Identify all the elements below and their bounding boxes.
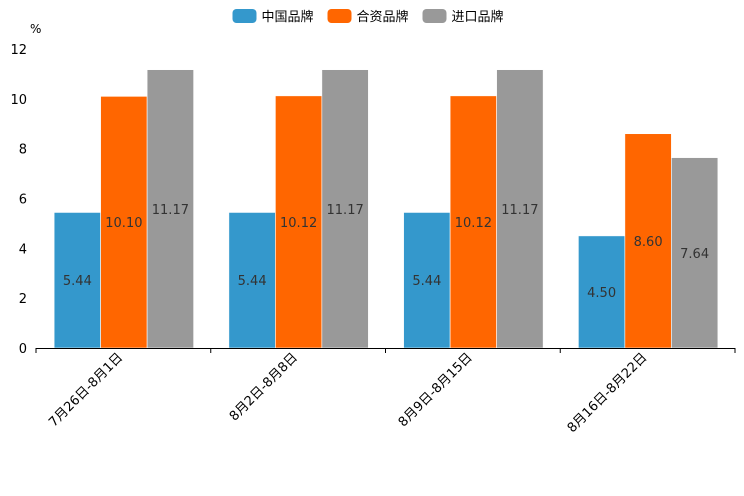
data-label: 5.44 bbox=[412, 274, 441, 289]
y-tick-label: 2 bbox=[19, 292, 27, 307]
data-label: 5.44 bbox=[238, 274, 267, 289]
data-label: 10.12 bbox=[455, 216, 492, 231]
data-label: 4.50 bbox=[587, 286, 616, 301]
data-label: 11.17 bbox=[152, 203, 189, 218]
bar-3-4 bbox=[671, 157, 719, 349]
legend: 中国品牌 合资品牌 进口品牌 bbox=[232, 9, 504, 25]
data-label: 5.44 bbox=[63, 274, 92, 289]
data-label: 10.10 bbox=[105, 216, 142, 231]
bar-1-4 bbox=[578, 235, 626, 349]
y-tick-label: 6 bbox=[19, 193, 27, 208]
y-tick-label: 0 bbox=[19, 342, 27, 357]
legend-swatch bbox=[422, 9, 447, 23]
x-axis: 7月26日-8月1日 8月2日-8月8日 8月9日-8月15日 8月16日-8月22日 bbox=[35, 348, 736, 436]
data-label: 8.60 bbox=[634, 235, 663, 250]
bars bbox=[53, 69, 719, 349]
legend-label: 中国品牌 bbox=[262, 9, 314, 25]
value-labels: 5.44 5.44 5.44 4.50 10.10 10.12 10.12 8.60 11.17… bbox=[63, 203, 709, 301]
bar-1-1 bbox=[53, 212, 101, 349]
data-label: 11.17 bbox=[501, 203, 538, 218]
x-category-label: 8月2日-8月8日 bbox=[227, 350, 301, 424]
bar-3-2 bbox=[321, 69, 369, 349]
bar-2-4 bbox=[624, 133, 672, 349]
y-tick-label: 10 bbox=[10, 93, 27, 108]
y-axis-ticks: 0 2 4 6 8 10 12 bbox=[10, 43, 27, 357]
bar-2-1 bbox=[100, 96, 148, 349]
legend-label: 进口品牌 bbox=[452, 9, 504, 25]
y-tick-label: 4 bbox=[19, 242, 27, 257]
legend-swatch bbox=[327, 9, 352, 23]
y-axis-unit: % bbox=[30, 22, 41, 36]
y-tick-label: 12 bbox=[10, 43, 27, 58]
bar-1-2 bbox=[228, 212, 276, 349]
bar-1-3 bbox=[403, 212, 451, 349]
x-category-label: 7月26日-8月1日 bbox=[46, 350, 126, 430]
x-category-label: 8月16日-8月22日 bbox=[565, 350, 651, 436]
x-category-label: 8月9日-8月15日 bbox=[396, 350, 476, 430]
y-tick-label: 8 bbox=[19, 143, 27, 158]
legend-label: 合资品牌 bbox=[357, 9, 409, 25]
data-label: 7.64 bbox=[680, 247, 709, 262]
bar-3-3 bbox=[496, 69, 544, 349]
bar-2-2 bbox=[275, 95, 323, 349]
legend-swatch bbox=[232, 9, 257, 23]
data-label: 11.17 bbox=[327, 203, 364, 218]
data-label: 10.12 bbox=[280, 216, 317, 231]
